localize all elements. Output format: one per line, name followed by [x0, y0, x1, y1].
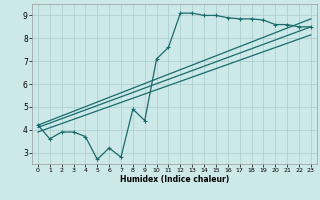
- X-axis label: Humidex (Indice chaleur): Humidex (Indice chaleur): [120, 175, 229, 184]
